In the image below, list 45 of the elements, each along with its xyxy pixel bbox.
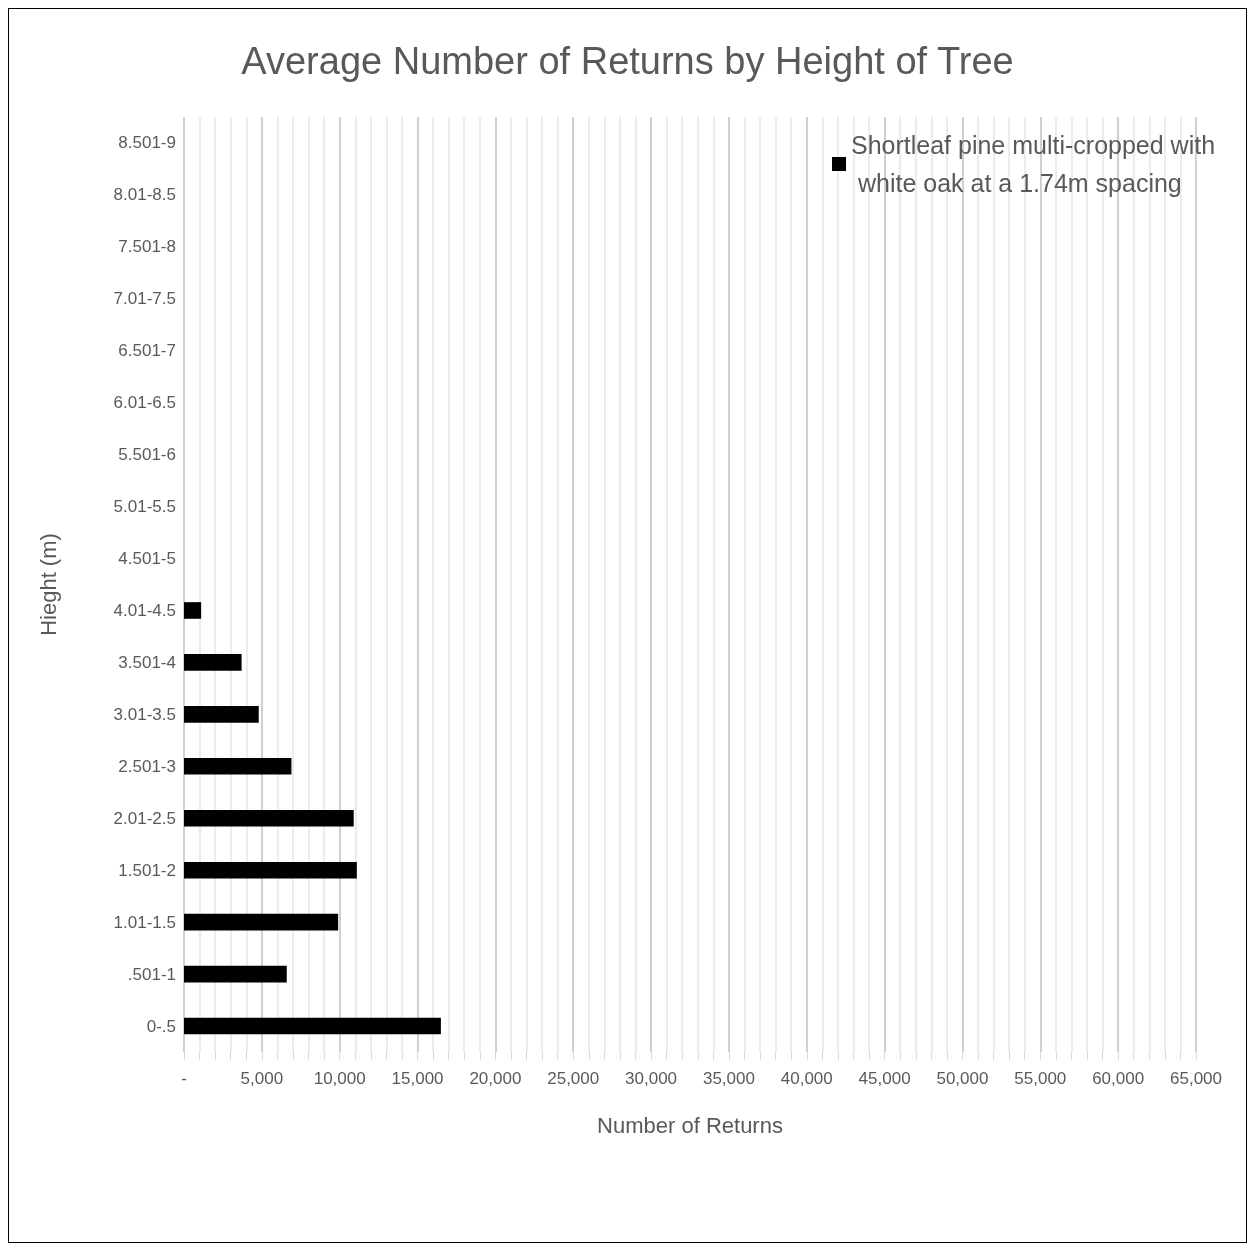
bar (184, 965, 287, 983)
x-tick-label: 10,000 (313, 1069, 366, 1088)
x-tick-label: 30,000 (625, 1069, 678, 1088)
y-tick-label: 5.501-6 (118, 445, 176, 465)
y-tick-label: 1.01-1.5 (113, 912, 176, 932)
bar (184, 654, 242, 671)
y-tick-label: 0-.5 (146, 1016, 176, 1036)
y-tick-label: 6.501-7 (118, 341, 176, 361)
y-tick-label: 7.01-7.5 (113, 289, 176, 309)
y-axis-title: Hieght (m) (35, 533, 61, 636)
y-tick-label: 4.01-4.5 (113, 600, 176, 620)
x-tick-label: 45,000 (858, 1069, 911, 1088)
x-tick-label: 25,000 (547, 1069, 600, 1088)
x-tick-label: 60,000 (1092, 1069, 1145, 1088)
x-tick-label: 35,000 (702, 1069, 755, 1088)
x-tick-label: 40,000 (780, 1069, 833, 1088)
y-tick-label: 8.01-8.5 (113, 185, 176, 205)
y-tick-label: 2.501-3 (118, 756, 176, 776)
x-tick-label: 5,000 (240, 1069, 284, 1088)
x-tick-label: 20,000 (469, 1069, 522, 1088)
y-tick-label: .501-1 (127, 964, 176, 984)
y-tick-label: 3.501-4 (118, 652, 176, 672)
y-tick-label: 5.01-5.5 (113, 497, 176, 517)
y-tick-label: 1.501-2 (118, 860, 176, 880)
x-tick-label: 15,000 (391, 1069, 444, 1088)
bar (184, 1017, 441, 1035)
y-tick-label: 3.01-3.5 (113, 704, 176, 724)
bar (184, 913, 339, 931)
legend-label: Shortleaf pine multi-cropped with white oak at a 1.74m spacing (851, 131, 1216, 197)
y-tick-label: 4.501-5 (118, 549, 176, 569)
bar (184, 861, 357, 879)
chart-title: Average Number of Returns by Height of Tree (241, 40, 1014, 82)
bar (184, 706, 259, 723)
x-axis-title: Number of Returns (597, 1112, 783, 1138)
x-tick-label: 65,000 (1170, 1069, 1222, 1088)
x-tick-label: 55,000 (1014, 1069, 1067, 1088)
y-tick-label: 6.01-6.5 (113, 393, 176, 413)
y-tick-label: 2.01-2.5 (113, 808, 176, 828)
y-tick-label: 7.501-8 (118, 237, 176, 257)
y-tick-label: 8.501-9 (118, 133, 176, 153)
bar (184, 757, 292, 775)
x-tick-label: 50,000 (936, 1069, 989, 1088)
bar (184, 602, 202, 619)
x-tick-label: - (181, 1069, 187, 1088)
bar (184, 809, 354, 827)
